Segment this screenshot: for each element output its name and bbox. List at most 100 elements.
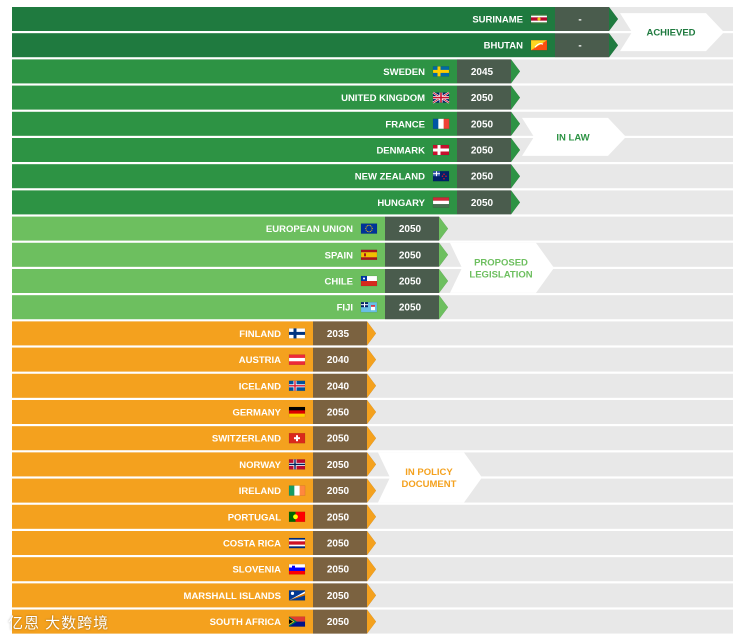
year-tab-arrow bbox=[439, 242, 448, 267]
country-label: FRANCE bbox=[385, 119, 425, 130]
target-year-label: 2050 bbox=[327, 617, 350, 628]
target-year-label: 2050 bbox=[327, 512, 350, 523]
sweden-flag-icon bbox=[432, 66, 450, 77]
country-label: COSTA RICA bbox=[223, 539, 281, 550]
target-year-label: 2050 bbox=[471, 198, 494, 209]
row-sweden: SWEDEN 2045 bbox=[12, 59, 733, 84]
country-label: SURINAME bbox=[472, 15, 523, 26]
country-label: FIJI bbox=[337, 303, 353, 314]
year-tab-arrow bbox=[367, 347, 376, 372]
row-finland: FINLAND 2035 bbox=[12, 321, 733, 346]
target-year-label: 2040 bbox=[327, 355, 350, 366]
year-tab-arrow bbox=[511, 164, 520, 189]
row-norway: NORWAY 2050 bbox=[12, 452, 733, 477]
suriname-flag-icon bbox=[530, 13, 548, 25]
year-tab bbox=[313, 347, 376, 372]
target-year-label: 2050 bbox=[327, 486, 350, 497]
country-label: HUNGARY bbox=[377, 198, 425, 209]
country-label: CHILE bbox=[325, 277, 354, 288]
costarica-flag-icon bbox=[288, 537, 306, 549]
country-bar bbox=[12, 138, 457, 162]
year-tab-arrow bbox=[367, 321, 376, 346]
portugal-flag-icon bbox=[288, 511, 306, 523]
country-bar bbox=[12, 216, 385, 241]
year-tab bbox=[457, 85, 520, 110]
target-year-label: 2050 bbox=[471, 172, 494, 183]
year-tab bbox=[313, 557, 376, 582]
row-hungary: HUNGARY 2050 bbox=[12, 190, 733, 215]
country-label: DENMARK bbox=[376, 146, 425, 157]
row-chile: CHILE 2050 bbox=[12, 269, 733, 293]
year-tab bbox=[313, 373, 376, 398]
country-label: SWITZERLAND bbox=[212, 434, 281, 445]
country-bar bbox=[12, 33, 555, 58]
year-tab-arrow bbox=[609, 7, 618, 31]
country-label: IRELAND bbox=[239, 486, 281, 497]
year-tab bbox=[555, 33, 618, 58]
target-year-label: - bbox=[578, 15, 581, 26]
target-year-label: 2050 bbox=[399, 250, 422, 261]
row-austria: AUSTRIA 2040 bbox=[12, 347, 733, 372]
chile-flag-icon bbox=[360, 275, 378, 287]
nz-flag-icon bbox=[432, 170, 450, 182]
year-tab bbox=[385, 242, 448, 267]
country-bar bbox=[12, 164, 457, 189]
country-label: SPAIN bbox=[325, 250, 353, 261]
country-label: MARSHALL ISLANDS bbox=[184, 591, 281, 602]
target-year-label: 2050 bbox=[327, 434, 350, 445]
year-tab bbox=[385, 216, 448, 241]
country-label: SOUTH AFRICA bbox=[210, 617, 282, 628]
year-tab bbox=[313, 452, 376, 477]
group-label-text: LEGISLATION bbox=[469, 269, 532, 280]
year-tab bbox=[457, 190, 520, 215]
denmark-flag-icon bbox=[432, 144, 450, 156]
row-marshall-islands: MARSHALL ISLANDS 2050 bbox=[12, 583, 733, 608]
year-tab-arrow bbox=[367, 557, 376, 582]
country-bar bbox=[12, 583, 313, 608]
country-bar bbox=[12, 59, 457, 84]
year-tab bbox=[555, 7, 618, 31]
row-suriname: SURINAME - bbox=[12, 7, 733, 31]
year-tab bbox=[457, 138, 520, 162]
spain-flag-icon bbox=[360, 249, 378, 261]
row-spain: SPAIN 2050 bbox=[12, 242, 733, 267]
year-tab-arrow bbox=[511, 85, 520, 110]
country-bar bbox=[12, 242, 385, 267]
year-tab bbox=[313, 426, 376, 451]
country-bar bbox=[12, 347, 313, 372]
year-tab-arrow bbox=[367, 426, 376, 451]
group-label-text: DOCUMENT bbox=[402, 479, 457, 490]
southafrica-flag-icon bbox=[288, 616, 306, 627]
year-tab-arrow bbox=[511, 138, 520, 162]
country-bar bbox=[12, 609, 313, 634]
watermark-text: 亿恩 大数跨境 bbox=[8, 615, 110, 632]
year-tab bbox=[457, 164, 520, 189]
target-year-label: 2045 bbox=[471, 67, 494, 78]
row-bhutan: BHUTAN - bbox=[12, 33, 733, 58]
austria-flag-icon bbox=[288, 354, 306, 365]
target-year-label: 2050 bbox=[399, 224, 422, 235]
row-south-africa: SOUTH AFRICA 2050 bbox=[12, 609, 733, 634]
year-tab-arrow bbox=[367, 531, 376, 555]
row-costa-rica: COSTA RICA 2050 bbox=[12, 531, 733, 555]
norway-flag-icon bbox=[288, 459, 306, 470]
year-tab bbox=[313, 583, 376, 608]
year-tab bbox=[457, 111, 520, 136]
marshall-flag-icon bbox=[288, 590, 306, 601]
year-tab bbox=[313, 609, 376, 634]
country-bar bbox=[12, 269, 385, 293]
target-year-label: 2050 bbox=[327, 591, 350, 602]
finland-flag-icon bbox=[288, 328, 306, 339]
row-france: FRANCE 2050 bbox=[12, 111, 733, 136]
year-tab-arrow bbox=[367, 609, 376, 634]
target-year-label: 2050 bbox=[471, 93, 494, 104]
country-label: ICELAND bbox=[239, 381, 281, 392]
target-year-label: 2050 bbox=[471, 119, 494, 130]
year-tab bbox=[313, 321, 376, 346]
bhutan-flag-icon bbox=[530, 39, 548, 51]
year-tab-arrow bbox=[511, 190, 520, 215]
country-bar bbox=[12, 190, 457, 215]
